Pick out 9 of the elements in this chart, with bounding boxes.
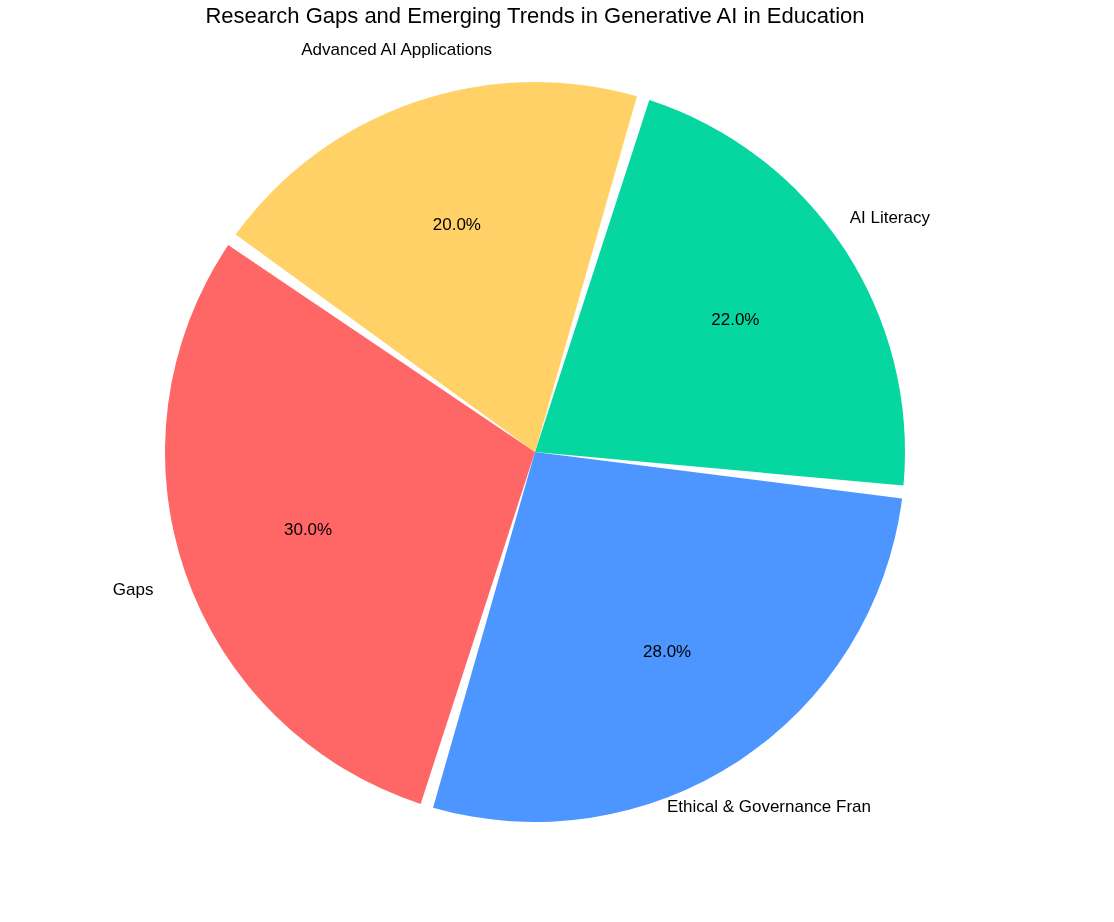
data-label: 22.0%: [711, 309, 760, 329]
slice-label: Gaps: [112, 580, 154, 600]
data-label: 20.0%: [432, 215, 481, 235]
slice-label: Ethical & Governance Fran: [666, 796, 872, 816]
slice-label: Advanced AI Applications: [301, 40, 493, 60]
chart-title: Research Gaps and Emerging Trends in Generative AI in Education: [205, 3, 865, 28]
data-label: 28.0%: [643, 642, 692, 662]
data-label: 30.0%: [283, 520, 333, 540]
slice-label: AI Literacy: [849, 208, 931, 228]
